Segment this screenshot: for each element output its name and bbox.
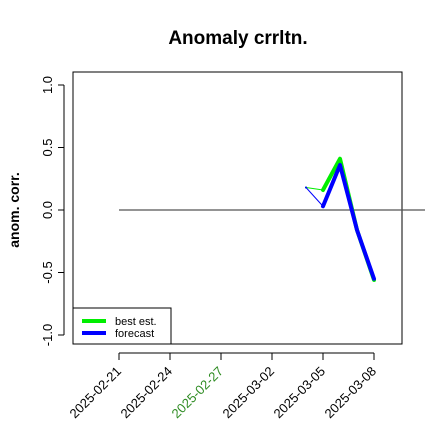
x-axis: 2025-02-212025-02-242025-02-272025-03-02… xyxy=(66,352,379,422)
x-tick-label: 2025-02-21 xyxy=(66,364,124,422)
series-point-1 xyxy=(373,277,375,280)
series-point-1 xyxy=(339,164,341,166)
x-tick-label: 2025-03-08 xyxy=(321,364,379,422)
series-line-1 xyxy=(321,163,376,281)
y-axis: -1.0 -0.5 0.0 0.5 1.0 xyxy=(40,76,65,346)
series-point-1 xyxy=(305,186,307,189)
x-tick-label: 2025-02-27 xyxy=(168,364,226,422)
y-tick-label: -1.0 xyxy=(40,324,55,346)
series-point-1 xyxy=(322,205,324,208)
y-tick-label: 0.0 xyxy=(40,201,55,219)
legend-label-0: best est. xyxy=(115,316,157,328)
series-group xyxy=(305,156,376,282)
series-point-0 xyxy=(339,157,341,160)
y-tick-label: 1.0 xyxy=(40,76,55,94)
series-line-0-start xyxy=(305,187,324,191)
plot-frame xyxy=(72,71,403,345)
series-line-1-start xyxy=(305,187,324,207)
x-tick-label: 2025-03-02 xyxy=(219,364,277,422)
x-tick-label: 2025-03-05 xyxy=(270,364,328,422)
series-point-1 xyxy=(356,229,358,231)
legend: best est.forecast xyxy=(72,307,172,345)
series-point-0 xyxy=(322,189,324,191)
x-tick-label: 2025-02-24 xyxy=(117,364,175,422)
y-axis-label: anom. corr. xyxy=(6,172,22,247)
legend-box xyxy=(72,307,172,345)
chart-title: Anomaly crrltn. xyxy=(168,28,307,49)
y-tick-label: -0.5 xyxy=(40,261,55,283)
y-tick-label: 0.5 xyxy=(40,138,55,156)
legend-label-1: forecast xyxy=(115,328,154,340)
